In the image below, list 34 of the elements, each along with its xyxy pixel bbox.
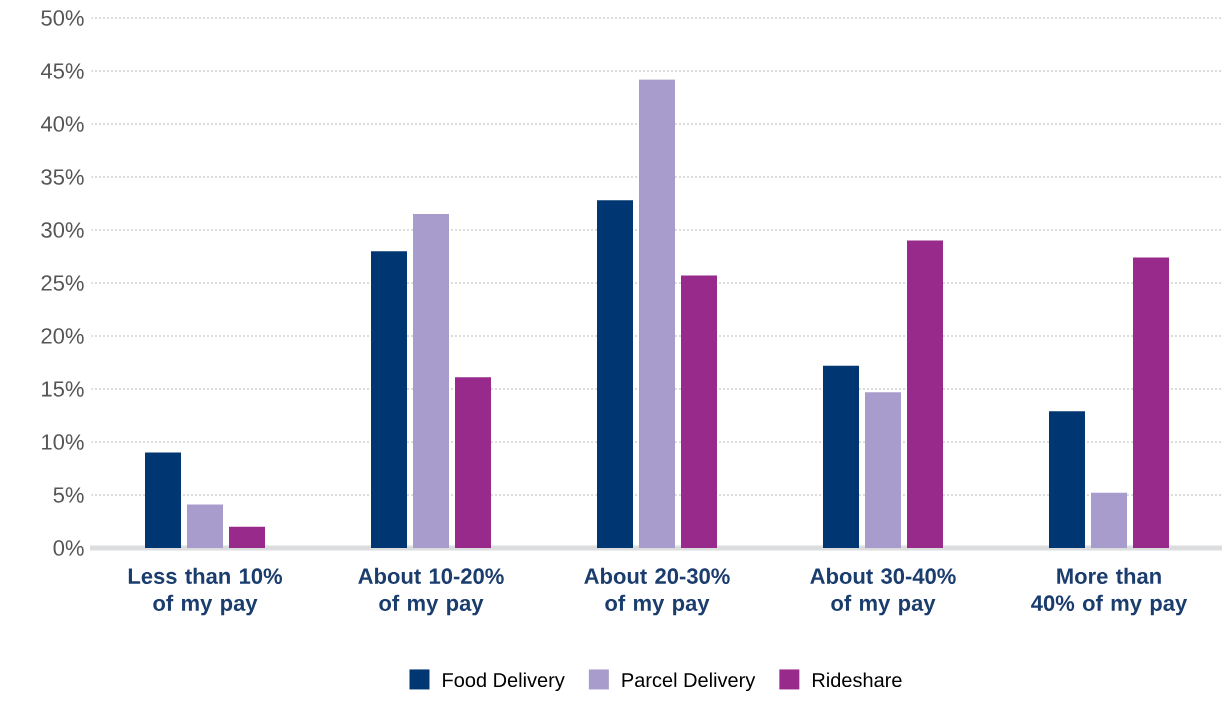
y-tick-label: 5% (53, 487, 84, 503)
legend-label: Food Delivery (443, 672, 565, 692)
bar (229, 526, 266, 548)
bar (1049, 411, 1085, 548)
bar (823, 365, 859, 548)
y-tick-label: 45% (40, 63, 84, 79)
x-tick-label: About 10-20% of my pay (358, 567, 504, 616)
bar (455, 377, 492, 548)
x-tick-label: Less than 10% of my pay (128, 567, 283, 616)
bar (639, 79, 675, 548)
x-tick-label: About 20-30% of my pay (584, 567, 730, 616)
legend-label: Parcel Delivery (622, 672, 756, 692)
bar (145, 452, 182, 548)
bar (597, 200, 633, 548)
y-tick-label: 10% (42, 434, 84, 450)
x-tick-label: More than 40% of my pay (1031, 567, 1188, 616)
bar (1133, 257, 1169, 548)
legend-label: Rideshare (812, 672, 902, 688)
y-tick-label: 50% (41, 10, 84, 26)
bar (187, 504, 224, 548)
y-tick-label: 20% (41, 328, 84, 344)
bar (907, 240, 943, 548)
y-tick-label: 35% (41, 169, 84, 185)
bar (413, 214, 450, 548)
y-tick-label: 25% (41, 275, 84, 291)
x-tick-label: About 30-40% of my pay (810, 567, 956, 616)
y-tick-label: 30% (41, 222, 84, 238)
bar (371, 251, 408, 548)
bar (1091, 492, 1127, 548)
y-tick-label: 15% (42, 381, 84, 397)
y-tick-label: 40% (40, 116, 84, 132)
bar (865, 392, 901, 548)
bar (681, 275, 717, 548)
y-tick-label: 0% (53, 540, 84, 556)
